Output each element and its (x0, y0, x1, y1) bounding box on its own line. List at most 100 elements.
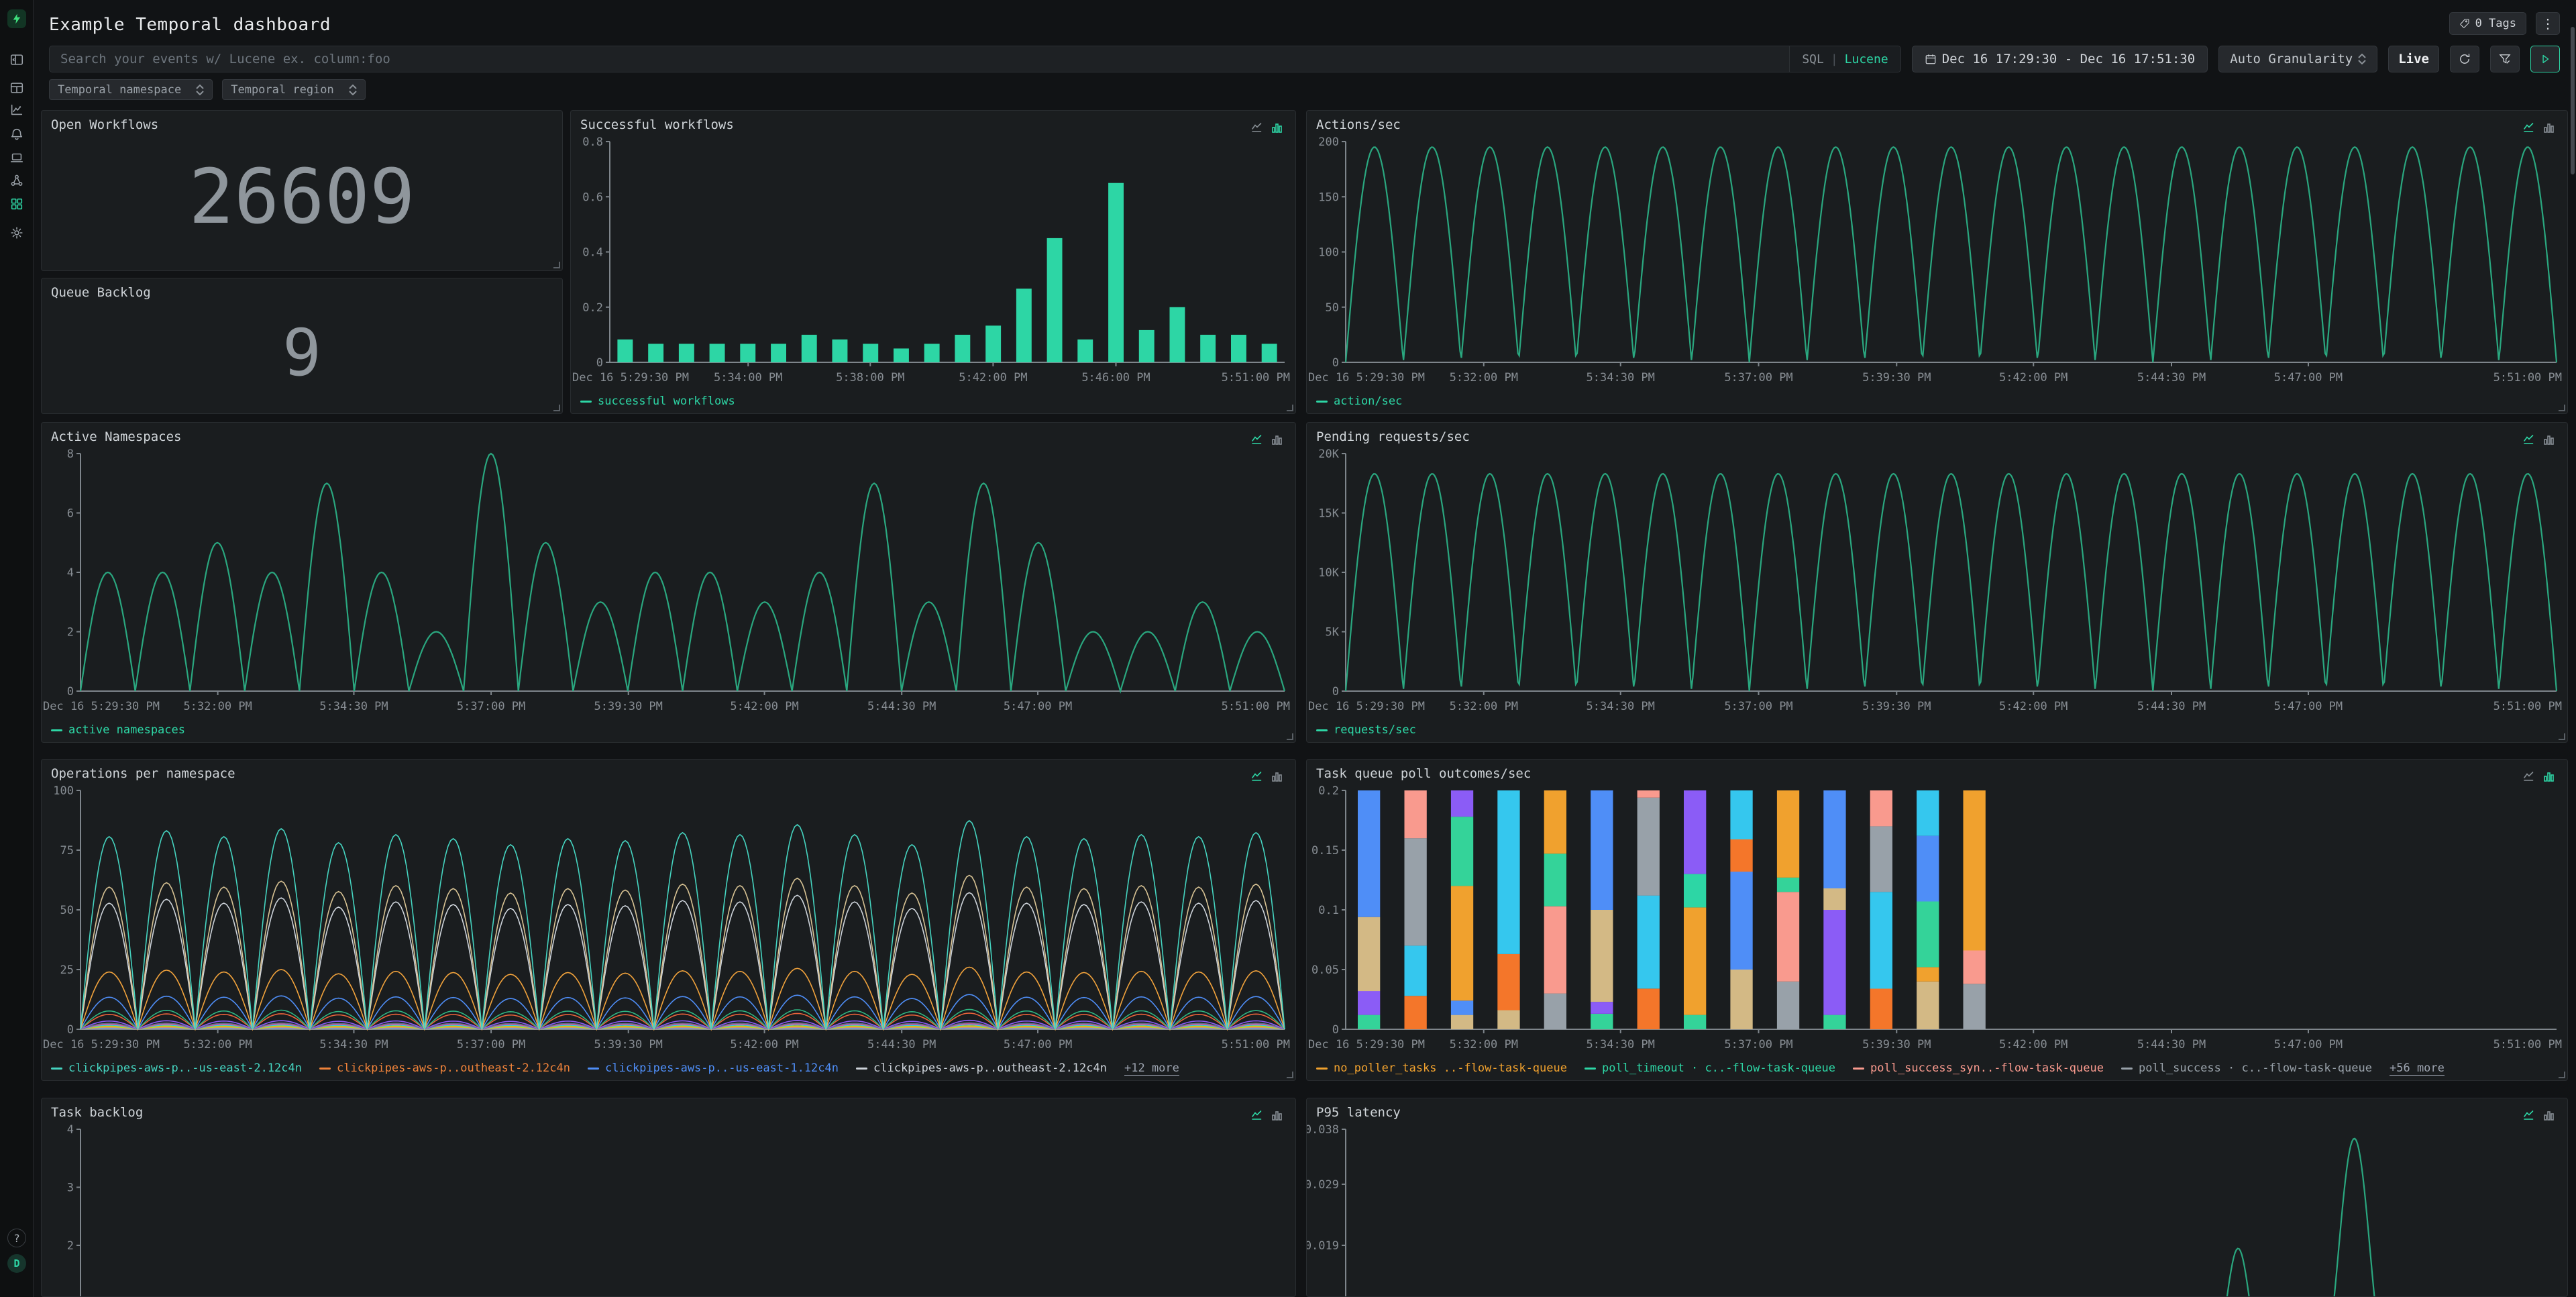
filter-button[interactable] (2490, 46, 2520, 72)
line-chart-toggle-icon[interactable] (2523, 1109, 2535, 1121)
chart-task-backlog: 4 3 2 (42, 1121, 1295, 1297)
refresh-icon (2458, 52, 2471, 66)
legend-label: active namespaces (68, 723, 185, 737)
chart-legend: action/sec (1316, 393, 2561, 409)
sessions-laptop-icon[interactable] (9, 150, 24, 165)
resize-handle[interactable] (553, 405, 560, 411)
svg-text:2: 2 (67, 626, 74, 639)
bar-chart-toggle-icon[interactable] (2543, 433, 2555, 446)
legend-item: clickpipes-aws-p..-us-east-2.12c4n (51, 1061, 302, 1075)
line-chart-toggle-icon[interactable] (1251, 770, 1263, 782)
bar-chart-toggle-icon[interactable] (2543, 770, 2555, 782)
bar-chart-toggle-icon[interactable] (1271, 1109, 1283, 1121)
scrollbar[interactable] (2571, 27, 2575, 174)
legend-more-link[interactable]: +12 more (1124, 1061, 1179, 1076)
svg-text:Dec 16 5:29:30 PM: Dec 16 5:29:30 PM (1308, 700, 1425, 713)
query-language-toggle[interactable]: SQL | Lucene (1789, 46, 1900, 72)
svg-text:5:39:30 PM: 5:39:30 PM (1862, 1038, 1931, 1051)
resize-handle[interactable] (2559, 405, 2565, 411)
svg-text:2: 2 (67, 1239, 74, 1253)
legend-label: clickpipes-aws-p..outheast-2.12c4n (337, 1061, 570, 1075)
table-icon[interactable] (9, 81, 24, 95)
resize-handle[interactable] (1287, 1072, 1293, 1078)
svg-text:5:34:30 PM: 5:34:30 PM (319, 1038, 388, 1051)
line-chart-toggle-icon[interactable] (1251, 121, 1263, 134)
chart-pending-requests: 05K10K15K20KDec 16 5:29:30 PM5:32:00 PM5… (1307, 446, 2567, 722)
live-button[interactable]: Live (2388, 46, 2439, 72)
panel-queue-backlog: Queue Backlog 9 (41, 278, 563, 414)
refresh-button[interactable] (2450, 46, 2479, 72)
line-chart-toggle-icon[interactable] (2523, 121, 2535, 134)
play-icon (2538, 52, 2552, 66)
resize-handle[interactable] (1287, 405, 1293, 411)
svg-text:3: 3 (67, 1182, 74, 1195)
svg-text:0.4: 0.4 (582, 246, 603, 260)
alerts-bell-icon[interactable] (9, 127, 24, 142)
svg-text:5:42:00 PM: 5:42:00 PM (730, 700, 798, 713)
chart-legend: clickpipes-aws-p..-us-east-2.12c4n clickp… (51, 1060, 1289, 1076)
lightning-bolt-icon (11, 13, 23, 25)
help-button[interactable]: ? (7, 1229, 26, 1247)
search-row: SQL | Lucene Dec 16 17:29:30 - Dec 16 17… (49, 46, 2560, 72)
resize-handle[interactable] (553, 262, 560, 268)
svg-text:0.8: 0.8 (582, 136, 603, 149)
panel-title: Active Namespaces (51, 429, 181, 444)
panel-menu-button[interactable]: ⋮ (2536, 12, 2560, 35)
line-chart-toggle-icon[interactable] (1251, 1109, 1263, 1121)
app-logo[interactable] (7, 9, 26, 28)
resize-handle[interactable] (2559, 733, 2565, 740)
svg-text:5:37:00 PM: 5:37:00 PM (457, 700, 525, 713)
svg-text:5:39:30 PM: 5:39:30 PM (1862, 371, 1931, 384)
line-chart-toggle-icon[interactable] (2523, 770, 2535, 782)
legend-swatch (2121, 1068, 2133, 1070)
search-input[interactable] (50, 46, 1789, 72)
run-query-button[interactable] (2530, 46, 2560, 72)
svg-text:0.038: 0.038 (1307, 1123, 1339, 1137)
legend-swatch (1853, 1068, 1864, 1070)
line-chart-toggle-icon[interactable] (2523, 433, 2535, 446)
dashboards-grid-icon[interactable] (9, 197, 24, 211)
time-range-picker[interactable]: Dec 16 17:29:30 - Dec 16 17:51:30 (1912, 46, 2208, 72)
panel-title: Actions/sec (1316, 117, 1401, 132)
filter-temporal-namespace[interactable]: Temporal namespace (49, 79, 213, 100)
legend-swatch (1316, 401, 1328, 403)
legend-swatch (51, 729, 62, 731)
filter-temporal-region[interactable]: Temporal region (222, 79, 366, 100)
legend-swatch (580, 401, 592, 403)
svg-text:0.019: 0.019 (1307, 1239, 1339, 1253)
calendar-icon (1925, 53, 1937, 65)
granularity-select[interactable]: Auto Granularity (2218, 46, 2377, 72)
sidebar-collapse-icon[interactable] (9, 52, 24, 67)
resize-handle[interactable] (2559, 1072, 2565, 1078)
svg-text:0.029: 0.029 (1307, 1178, 1339, 1192)
svg-text:5:51:00 PM: 5:51:00 PM (1222, 1038, 1290, 1051)
bar-chart-toggle-icon[interactable] (1271, 770, 1283, 782)
svg-text:15K: 15K (1318, 507, 1339, 521)
settings-gear-icon[interactable] (9, 225, 24, 240)
bar-chart-toggle-icon[interactable] (2543, 1109, 2555, 1121)
bar-chart-toggle-icon[interactable] (1271, 121, 1283, 134)
legend-item: clickpipes-aws-p..outheast-2.12c4n (856, 1061, 1107, 1075)
legend-item: clickpipes-aws-p..-us-east-1.12c4n (588, 1061, 839, 1075)
chart-explorer-icon[interactable] (9, 103, 24, 117)
panel-actions-per-sec: Actions/sec 050100150200Dec 16 5:29:30 P… (1306, 110, 2568, 414)
bar-chart-toggle-icon[interactable] (1271, 433, 1283, 446)
user-avatar[interactable]: D (7, 1254, 26, 1273)
line-chart-toggle-icon[interactable] (1251, 433, 1263, 446)
svg-text:4: 4 (67, 1123, 74, 1137)
svg-text:5:51:00 PM: 5:51:00 PM (2493, 700, 2562, 713)
legend-more-link[interactable]: +56 more (2390, 1061, 2445, 1076)
svg-text:6: 6 (67, 507, 74, 521)
svg-text:5:51:00 PM: 5:51:00 PM (1222, 371, 1290, 384)
svg-text:5:34:00 PM: 5:34:00 PM (714, 371, 782, 384)
svg-text:5:47:00 PM: 5:47:00 PM (1004, 1038, 1072, 1051)
chart-task-queue-poll-outcomes: 00.050.10.150.2Dec 16 5:29:30 PM5:32:00 … (1307, 782, 2567, 1060)
services-graph-icon[interactable] (9, 173, 24, 188)
bar-chart-toggle-icon[interactable] (2543, 121, 2555, 134)
legend-swatch (319, 1068, 331, 1070)
resize-handle[interactable] (1287, 733, 1293, 740)
panel-title: Task backlog (51, 1105, 143, 1120)
legend-item: action/sec (1316, 395, 1402, 408)
tags-button[interactable]: 0 Tags (2449, 12, 2526, 35)
legend-item: poll_timeout · c..-flow-task-queue (1585, 1061, 1835, 1075)
